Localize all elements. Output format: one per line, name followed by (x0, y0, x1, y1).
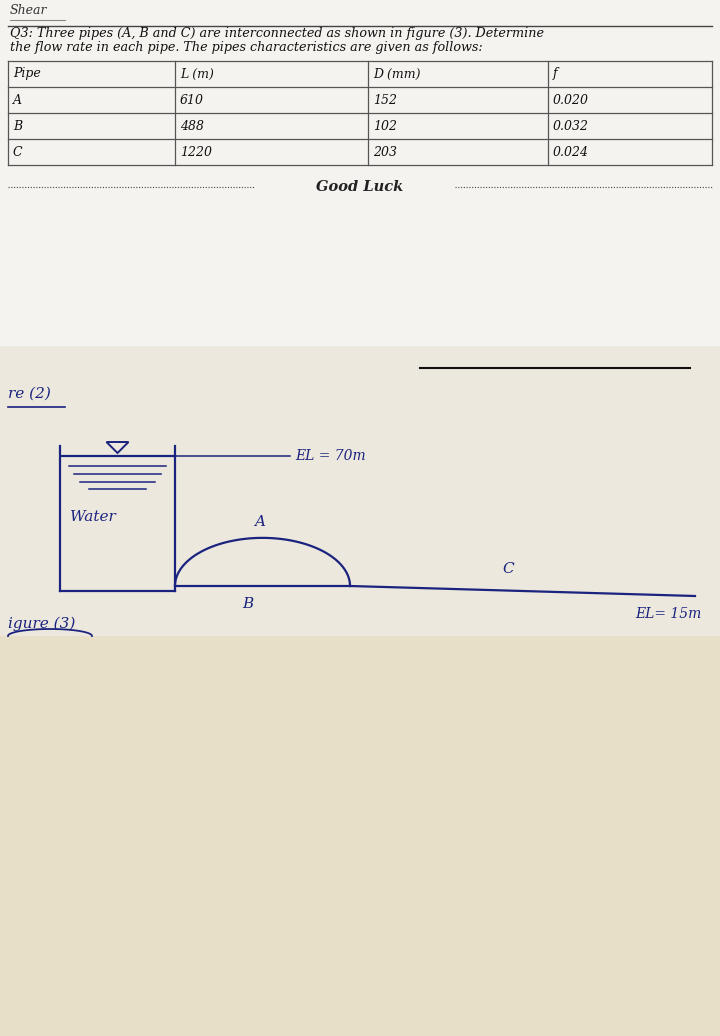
Text: 0.020: 0.020 (553, 93, 589, 107)
Text: A: A (254, 515, 266, 528)
Text: D (mm): D (mm) (373, 67, 420, 81)
Text: Shear: Shear (10, 4, 48, 17)
Text: 488: 488 (180, 119, 204, 133)
Text: A: A (13, 93, 22, 107)
Text: 0.024: 0.024 (553, 145, 589, 159)
Text: re (2): re (2) (8, 387, 51, 401)
Text: 102: 102 (373, 119, 397, 133)
Text: Pipe: Pipe (13, 67, 41, 81)
Text: Q3: Three pipes (A, B and C) are interconnected as shown in figure (3). Determin: Q3: Three pipes (A, B and C) are interco… (10, 27, 544, 40)
Text: Water: Water (70, 510, 116, 524)
Bar (0, 346, 720, 636)
Text: 610: 610 (180, 93, 204, 107)
Text: EL = 70m: EL = 70m (295, 449, 366, 463)
Text: Good Luck: Good Luck (316, 180, 404, 194)
Text: L (m): L (m) (180, 67, 214, 81)
Text: igure (3): igure (3) (8, 616, 76, 631)
Text: C: C (503, 562, 514, 576)
Bar (0, 0, 720, 346)
Text: 152: 152 (373, 93, 397, 107)
Text: 1220: 1220 (180, 145, 212, 159)
Text: 203: 203 (373, 145, 397, 159)
Text: f: f (553, 67, 557, 81)
Text: the flow rate in each pipe. The pipes characteristics are given as follows:: the flow rate in each pipe. The pipes ch… (10, 41, 482, 54)
Text: B: B (13, 119, 22, 133)
Text: B: B (243, 597, 253, 611)
Text: 0.032: 0.032 (553, 119, 589, 133)
Text: C: C (13, 145, 22, 159)
Text: EL= 15m: EL= 15m (635, 607, 701, 621)
